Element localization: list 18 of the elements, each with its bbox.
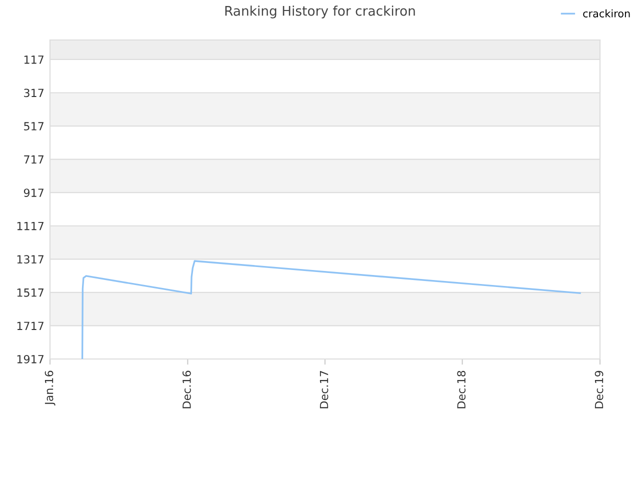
chart-title: Ranking History for crackiron <box>225 6 415 18</box>
y-tick-label: 1717 <box>17 322 44 330</box>
x-tick-label: Dec.17 <box>320 371 328 408</box>
y-tick-label: 1517 <box>17 288 44 297</box>
x-tick-label: Dec.19 <box>594 370 604 408</box>
y-tick-label: 317 <box>24 88 44 98</box>
y-tick-label: 1317 <box>17 255 44 264</box>
x-tick-label: Jan.16 <box>44 370 56 406</box>
y-tick-label: 717 <box>24 155 44 164</box>
y-tick-label: 917 <box>24 188 44 197</box>
line-series <box>81 260 581 359</box>
y-tick-label: 517 <box>24 122 44 130</box>
y-tick-label: 1917 <box>17 354 44 364</box>
y-tick-label: 1117 <box>17 222 44 230</box>
legend-label: crackiron <box>583 9 630 18</box>
x-tick-label: Dec.18 <box>457 370 466 408</box>
x-tick-label: Dec.16 <box>182 370 191 408</box>
y-tick-label: 117 <box>24 56 44 64</box>
